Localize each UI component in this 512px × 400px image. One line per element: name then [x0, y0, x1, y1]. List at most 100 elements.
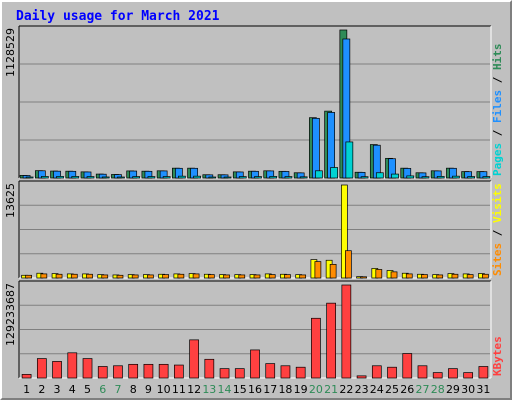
- bar-pages-day-29: [452, 175, 460, 179]
- bar-kbytes-day-16: [250, 349, 260, 379]
- legend-kbytes: KBytes: [491, 336, 504, 376]
- bar-kbytes-day-20: [311, 317, 321, 379]
- bar-sites-day-5: [86, 273, 93, 279]
- bar-sites-day-24: [375, 269, 383, 279]
- bar-kbytes-day-3: [52, 361, 62, 379]
- bar-pages-day-19: [299, 176, 308, 179]
- bar-kbytes-day-10: [158, 363, 169, 379]
- legend-separator: /: [491, 70, 504, 90]
- bar-sites-day-1: [25, 274, 32, 279]
- bar-kbytes-day-18: [280, 365, 291, 379]
- bar-kbytes-day-8: [128, 363, 139, 379]
- bar-kbytes-day-29: [448, 368, 458, 379]
- bar-kbytes-day-15: [234, 368, 245, 379]
- bar-sites-day-19: [299, 274, 307, 279]
- bar-kbytes-day-27: [417, 365, 428, 379]
- bar-sites-day-8: [131, 274, 139, 279]
- bar-sites-day-31: [482, 273, 489, 279]
- bar-pages-day-30: [467, 176, 476, 179]
- bar-kbytes-day-11: [174, 364, 184, 379]
- legend-label-kbytes: KBytes: [491, 336, 504, 376]
- legend-label-visits-sites: Sites / Visits: [491, 183, 504, 276]
- bar-pages-day-7: [117, 176, 125, 179]
- x-tick-label-day-26: 26: [400, 383, 414, 396]
- bar-kbytes-day-23: [356, 375, 367, 379]
- bar-kbytes-day-9: [143, 363, 154, 379]
- bar-sites-day-29: [451, 273, 459, 279]
- bar-pages-day-4: [71, 176, 80, 179]
- x-tick-label-day-16: 16: [248, 383, 262, 396]
- bar-kbytes-day-6: [97, 366, 108, 379]
- bar-pages-day-28: [436, 176, 445, 179]
- bar-pages-day-13: [208, 176, 217, 179]
- x-tick-label-day-29: 29: [446, 383, 460, 396]
- bar-sites-day-26: [405, 273, 413, 279]
- bar-pages-day-23: [360, 176, 369, 179]
- bar-pages-day-9: [147, 176, 156, 179]
- x-tick-label-day-25: 25: [385, 383, 399, 396]
- bar-pages-day-1: [25, 176, 34, 179]
- bar-kbytes-day-19: [295, 366, 306, 379]
- x-tick-label-day-17: 17: [263, 383, 277, 396]
- x-tick-label-day-20: 20: [309, 383, 323, 396]
- bar-sites-day-10: [162, 274, 169, 279]
- bar-pages-day-17: [269, 176, 278, 179]
- bar-sites-day-7: [116, 274, 124, 279]
- x-tick-label-day-27: 27: [415, 383, 429, 396]
- bar-kbytes-day-26: [402, 353, 413, 379]
- x-tick-label-day-3: 3: [54, 383, 61, 396]
- bar-sites-day-12: [192, 273, 200, 279]
- bar-pages-day-6: [101, 176, 110, 179]
- bar-pages-day-31: [482, 176, 491, 179]
- bar-pages-day-22: [345, 141, 354, 179]
- bar-pages-day-5: [86, 176, 95, 179]
- legend-sites: Sites: [491, 243, 504, 276]
- x-tick-label-day-24: 24: [370, 383, 384, 396]
- bar-sites-day-23: [360, 276, 367, 279]
- bar-kbytes-day-31: [478, 366, 489, 379]
- bar-pages-day-14: [223, 176, 232, 179]
- bar-sites-day-30: [466, 274, 474, 279]
- bar-pages-day-15: [238, 176, 247, 179]
- x-tick-label-day-23: 23: [355, 383, 369, 396]
- y-max-label: 129233687: [4, 283, 17, 346]
- x-tick-label-day-31: 31: [476, 383, 490, 396]
- bar-pages-day-3: [56, 176, 64, 179]
- bar-pages-day-21: [330, 167, 338, 179]
- bar-sites-day-11: [177, 273, 185, 279]
- bar-pages-day-10: [162, 176, 171, 179]
- bar-pages-day-25: [391, 173, 399, 179]
- bar-kbytes-day-13: [204, 358, 215, 379]
- x-tick-label-day-7: 7: [114, 383, 121, 396]
- bar-kbytes-day-24: [371, 365, 382, 379]
- bar-sites-day-3: [55, 273, 63, 279]
- x-tick-label-day-2: 2: [38, 383, 45, 396]
- x-tick-label-day-6: 6: [99, 383, 106, 396]
- bar-files-day-20: [312, 117, 320, 179]
- legend-separator: /: [491, 223, 504, 243]
- bar-kbytes-day-30: [463, 372, 474, 379]
- bar-kbytes-day-28: [432, 372, 443, 379]
- x-tick-label-day-19: 19: [294, 383, 308, 396]
- bar-sites-day-6: [101, 274, 109, 279]
- legend-visits: Visits: [491, 183, 504, 223]
- bar-sites-day-28: [436, 274, 444, 279]
- bar-kbytes-day-2: [36, 358, 47, 379]
- bar-sites-day-21: [329, 264, 337, 279]
- chart-title: Daily usage for March 2021: [16, 9, 220, 24]
- legend-files: Files: [491, 90, 504, 123]
- legend-pages: Pages: [491, 143, 504, 176]
- bar-pages-day-12: [193, 175, 201, 179]
- bar-pages-day-11: [178, 175, 186, 179]
- bar-kbytes-day-7: [113, 365, 123, 379]
- bar-pages-day-27: [421, 176, 430, 179]
- x-tick-label-day-4: 4: [69, 383, 76, 396]
- x-tick-label-day-11: 11: [172, 383, 186, 396]
- bar-kbytes-day-22: [341, 284, 352, 379]
- bar-kbytes-day-21: [326, 302, 336, 379]
- bar-sites-day-14: [223, 274, 230, 279]
- x-tick-label-day-22: 22: [339, 383, 353, 396]
- bar-pages-day-20: [315, 170, 323, 179]
- bar-pages-day-2: [40, 176, 49, 179]
- y-max-label: 13625: [4, 183, 17, 218]
